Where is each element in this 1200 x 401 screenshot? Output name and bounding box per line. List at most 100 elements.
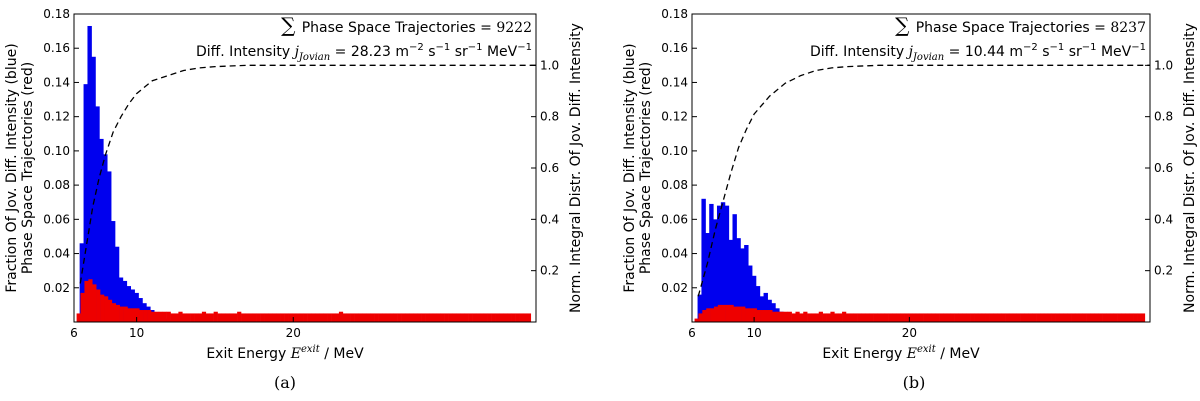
red-bar — [346, 313, 351, 322]
red-bar — [327, 313, 332, 322]
red-bar — [217, 313, 222, 322]
red-bar — [241, 313, 246, 322]
red-bar — [849, 313, 855, 322]
red-bar — [401, 313, 406, 322]
red-bar — [295, 313, 301, 322]
red-bar — [1098, 313, 1103, 322]
y-left-tick-label: 0.06 — [43, 212, 70, 226]
red-bar — [135, 308, 140, 322]
y-left-tick-label: 0.04 — [43, 247, 70, 261]
red-bar — [993, 313, 998, 322]
red-bar — [170, 313, 175, 322]
red-bar — [88, 279, 93, 322]
red-bar — [752, 308, 757, 322]
red-bar — [876, 313, 882, 322]
x-axis-label-unit: / MeV — [936, 346, 980, 362]
red-bar — [444, 313, 449, 322]
red-bar — [748, 308, 754, 322]
red-bar — [1043, 313, 1049, 322]
red-bar — [291, 313, 297, 322]
red-bar — [888, 313, 893, 322]
red-bar — [174, 313, 179, 322]
blue-bar — [697, 294, 702, 322]
red-bar — [931, 313, 936, 322]
red-bar — [264, 313, 269, 322]
annotation-exponent: −1 — [517, 42, 532, 53]
annotation-exponent: −2 — [1023, 42, 1038, 53]
red-bar — [977, 313, 983, 322]
red-bar — [1090, 313, 1095, 322]
red-bar — [1086, 313, 1091, 322]
y-left-tick-label: 0.14 — [43, 75, 70, 89]
red-bar — [186, 313, 191, 322]
y-left-tick-label: 0.18 — [661, 7, 688, 21]
red-bar — [303, 313, 308, 322]
red-bar — [104, 296, 109, 322]
red-bar — [182, 313, 187, 322]
annotation-intensity-prefix: Diff. Intensity — [196, 44, 295, 60]
red-bar — [374, 313, 379, 322]
red-bar — [1140, 313, 1146, 322]
red-bar — [768, 310, 773, 322]
red-bar — [503, 313, 508, 322]
red-bar — [1059, 313, 1064, 322]
red-bar — [479, 313, 485, 322]
red-bar — [803, 311, 808, 322]
red-bar — [519, 313, 524, 322]
annotation-intensity-subscript: Jovian — [911, 52, 944, 63]
annotation-intensity-subscript: Jovian — [297, 52, 330, 63]
red-bar — [1008, 313, 1014, 322]
red-bar — [795, 311, 800, 322]
red-bar — [869, 313, 874, 322]
red-bar — [76, 313, 81, 322]
red-bar — [385, 313, 391, 322]
integral-distribution-line — [79, 64, 536, 284]
red-bar — [483, 313, 488, 322]
blue-bar — [709, 203, 714, 322]
red-bar — [927, 313, 932, 322]
annotation-intensity-symbol: j — [906, 44, 914, 60]
red-bar — [1051, 313, 1056, 322]
red-bar — [1125, 313, 1130, 322]
red-bar — [468, 313, 473, 322]
red-bar — [776, 311, 781, 322]
y-left-tick-label: 0.10 — [661, 144, 688, 158]
annotation-trajectories-label: Phase Space Trajectories = — [302, 20, 497, 36]
red-bar — [814, 313, 820, 322]
red-bar — [319, 313, 324, 322]
blue-bar — [103, 154, 108, 322]
red-bar — [475, 313, 481, 322]
red-bar — [873, 313, 878, 322]
x-axis-label-symbol: E — [290, 346, 301, 362]
annotation-trajectories: ∑ Phase Space Trajectories = 9222 — [281, 13, 532, 37]
red-bar — [111, 303, 117, 322]
blue-bar — [114, 246, 120, 322]
red-bar — [229, 313, 234, 322]
red-bar — [272, 313, 277, 322]
red-bar — [194, 313, 199, 322]
red-bar — [460, 313, 465, 322]
red-bar — [865, 313, 870, 322]
red-bar — [358, 313, 363, 322]
blue-bar — [751, 275, 757, 322]
y-right-tick-label: 0.8 — [1154, 110, 1173, 124]
red-bar — [737, 306, 742, 322]
red-bar — [861, 313, 866, 322]
blue-bar — [95, 106, 100, 323]
red-bar — [908, 313, 913, 322]
blue-bar — [736, 238, 741, 322]
x-axis-label: Exit Energy Eexit / MeV — [206, 344, 364, 362]
red-bar — [436, 313, 441, 322]
y-left-label-line2: Phase Space Trajectories (red) — [638, 62, 654, 274]
blue-bar — [732, 214, 737, 322]
red-bar — [779, 311, 785, 322]
red-bar — [1001, 313, 1006, 322]
red-bar — [710, 308, 715, 322]
blue-bar — [744, 245, 749, 322]
red-bar — [760, 310, 765, 322]
x-axis-label-text: Exit Energy — [206, 346, 290, 362]
red-bar — [284, 313, 289, 322]
blue-bar — [755, 286, 761, 322]
red-bar — [1012, 313, 1018, 322]
red-bar — [495, 313, 500, 322]
